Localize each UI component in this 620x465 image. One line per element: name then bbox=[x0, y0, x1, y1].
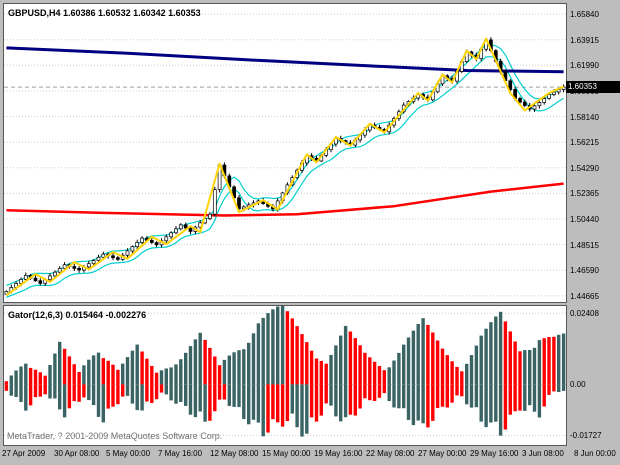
indicator-axis-label: 0.02408 bbox=[570, 309, 599, 318]
time-axis-label: 8 Jun 00:00 bbox=[574, 449, 616, 458]
time-axis[interactable]: 27 Apr 2009 30 Apr 08:00 5 May 00:00 7 May … bbox=[0, 446, 620, 465]
price-axis-label: 1.52365 bbox=[570, 189, 599, 198]
navy-ma-line bbox=[6, 46, 564, 74]
time-axis-label: 30 Apr 08:00 bbox=[54, 449, 100, 458]
gator-indicator-chart[interactable] bbox=[4, 306, 566, 445]
price-axis-label: 1.58140 bbox=[570, 113, 599, 122]
price-axis[interactable]: 1.658401.639151.619901.600651.581401.562… bbox=[568, 4, 620, 302]
price-axis-label: 1.61990 bbox=[570, 61, 599, 70]
indicator-axis-label: -0.01727 bbox=[570, 431, 602, 440]
price-axis-label: 1.44665 bbox=[570, 292, 599, 301]
indicator-axis[interactable]: 0.02408 0.00 -0.01727 bbox=[568, 306, 620, 445]
main-price-chart[interactable] bbox=[4, 4, 566, 302]
copyright-watermark: MetaTrader, ? 2001-2009 MetaQuotes Softw… bbox=[7, 431, 223, 441]
time-axis-label: 22 May 08:00 bbox=[366, 449, 415, 458]
time-axis-label: 15 May 00:00 bbox=[262, 449, 311, 458]
candles-layer bbox=[4, 37, 566, 296]
time-axis-label: 5 May 00:00 bbox=[106, 449, 151, 458]
time-axis-label: 27 May 00:00 bbox=[418, 449, 467, 458]
gator-histogram bbox=[4, 306, 566, 437]
time-axis-label: 27 Apr 2009 bbox=[2, 449, 46, 458]
time-axis-label: 19 May 16:00 bbox=[314, 449, 363, 458]
price-axis-label: 1.56215 bbox=[570, 138, 599, 147]
price-axis-label: 1.54290 bbox=[570, 164, 599, 173]
indicator-axis-label: 0.00 bbox=[570, 380, 586, 389]
indicator-gridlines bbox=[4, 312, 566, 436]
price-axis-label: 1.65840 bbox=[570, 10, 599, 19]
cyan-band-lines bbox=[6, 44, 564, 298]
yellow-zigzag-line bbox=[5, 37, 565, 297]
price-axis-label: 1.46590 bbox=[570, 266, 599, 275]
current-price-tag: 1.60353 bbox=[566, 81, 620, 93]
price-axis-label: 1.63915 bbox=[570, 36, 599, 45]
time-axis-label: 29 May 16:00 bbox=[470, 449, 519, 458]
price-axis-label: 1.48515 bbox=[570, 241, 599, 250]
red-ma-line bbox=[6, 182, 564, 217]
time-axis-label: 7 May 16:00 bbox=[158, 449, 203, 458]
symbol-ohlc-label: GBPUSD,H4 1.60386 1.60532 1.60342 1.6035… bbox=[8, 8, 201, 18]
indicator-label: Gator(12,6,3) 0.015464 -0.002276 bbox=[8, 310, 147, 320]
price-axis-label: 1.50440 bbox=[570, 215, 599, 224]
time-axis-label: 12 May 08:00 bbox=[210, 449, 259, 458]
time-axis-label: 3 Jun 08:00 bbox=[522, 449, 564, 458]
